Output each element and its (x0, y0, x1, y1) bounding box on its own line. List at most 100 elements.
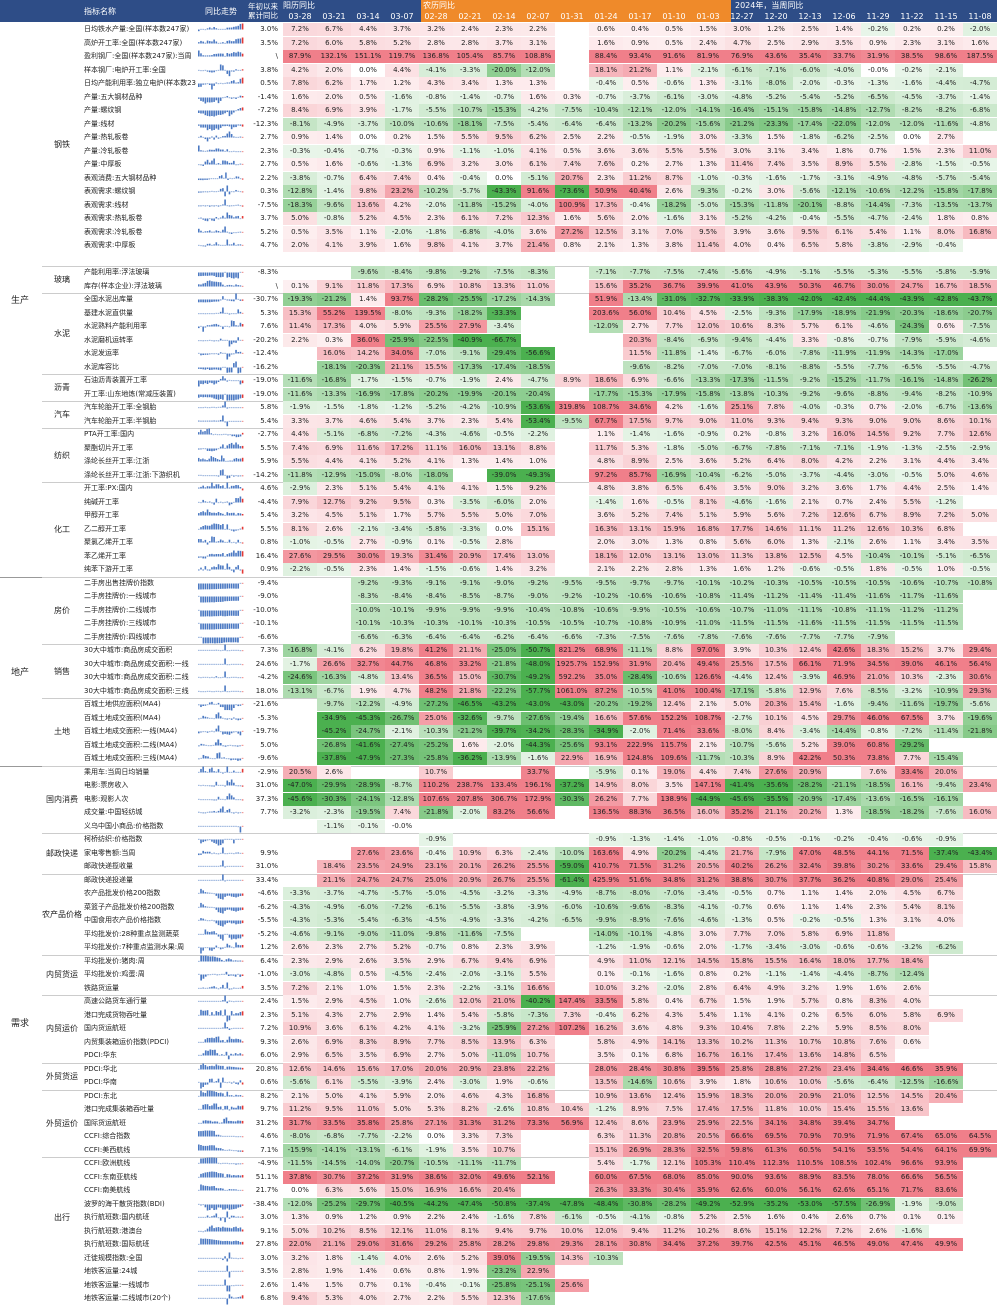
yoy-cell: 20.4% (929, 1089, 963, 1103)
yoy-cell: 1.2% (759, 563, 793, 576)
yoy-cell: -0.4% (453, 171, 487, 185)
yoy-cell: 19.3% (385, 549, 419, 563)
spark-bar (230, 244, 233, 246)
spark-bar (241, 650, 244, 652)
yoy-cell: -9.9% (589, 914, 623, 927)
yoy-cell: 33.6% (895, 860, 929, 873)
yoy-cell: 3.2% (419, 23, 453, 36)
yoy-cell: 1.6% (623, 495, 657, 509)
ytd-value: 6.4% (260, 956, 278, 965)
yoy-cell: 11.5% (623, 347, 657, 360)
yoy-cell: -17.1% (725, 684, 759, 698)
spark-bar (221, 637, 223, 643)
yoy-cell (929, 982, 963, 995)
indicator-name: 高炉开工率:全国(样本数247家) (84, 38, 183, 47)
ytd-value: 2.3% (260, 146, 278, 155)
spark-bar (226, 553, 229, 556)
yoy-cell: -9.8% (419, 266, 453, 279)
yoy-cell (487, 253, 521, 266)
yoy-cell: -4.5% (419, 914, 453, 927)
yoy-cell: -25.8% (487, 1278, 521, 1292)
trend-sparkline (198, 107, 244, 117)
yoy-cell: -1.4% (963, 90, 997, 104)
spark-bar (206, 243, 209, 246)
spark-bar (211, 1105, 213, 1110)
yoy-cell: 69.5% (759, 1130, 793, 1143)
spark-bar (206, 230, 209, 232)
yoy-cell: -4.4% (929, 77, 963, 90)
spark-bar (204, 892, 207, 894)
yoy-cell (623, 820, 657, 833)
spark-bar (217, 663, 220, 664)
yoy-cell: 1.1% (589, 428, 623, 441)
spark-bar (198, 1230, 200, 1231)
spark-bar (208, 272, 211, 276)
spark-bar (208, 97, 211, 102)
yoy-cell: -5.1% (793, 266, 827, 279)
yoy-cell: 8.6% (623, 1116, 657, 1130)
spark-bar (235, 1066, 237, 1069)
yoy-cell: -2.5% (929, 441, 963, 455)
spark-bar (241, 636, 244, 637)
spark-bar (204, 29, 207, 31)
spark-bar (208, 458, 210, 462)
yoy-cell: 11.1% (419, 441, 453, 455)
table-row: 30大中城市:商品房成交面积:一线 24.6% -1.7% 26.6% 32.7% 44.… (0, 657, 997, 671)
yoy-cell: -14.4% (827, 725, 861, 738)
yoy-cell: -6.2% (827, 131, 861, 144)
spark-bar (213, 272, 215, 276)
yoy-cell: -23.2% (487, 1265, 521, 1278)
spark-bar (202, 1082, 204, 1088)
yoy-cell: -11.5% (725, 617, 759, 630)
spark-bar (210, 745, 212, 746)
yoy-cell: 4.1% (351, 455, 385, 468)
yoy-cell: -7.6% (929, 806, 963, 819)
yoy-cell: -8.7% (589, 887, 623, 900)
table-row: 地铁客运量:二线城市(20个) 6.8% 9.4% 5.3% 4.0% 2.7% 2.2% 5… (0, 1292, 997, 1305)
yoy-cell: 0.7% (861, 401, 895, 414)
spark-bar (224, 541, 226, 543)
yoy-cell: 4.6% (453, 1089, 487, 1103)
table-row: 二手房出售挂牌价指数 -9.4% -9.2% -9.3% -9.1% -9.1% -9.0%… (0, 576, 997, 590)
yoy-cell: 14.3% (555, 1251, 589, 1265)
yoy-cell: -10.9% (963, 387, 997, 401)
spark-bar (198, 283, 200, 286)
spark-bar (219, 188, 222, 192)
spark-bar (237, 434, 240, 438)
spark-bar (228, 1000, 231, 1002)
yoy-cell: 66.1% (793, 657, 827, 671)
spark-bar (204, 191, 207, 193)
spark-bar (228, 934, 231, 938)
yoy-cell: 187.5% (963, 50, 997, 63)
spark-bar (222, 97, 224, 98)
yoy-cell: 0.5% (351, 90, 385, 104)
yoy-cell: 2.6% (317, 522, 351, 536)
spark-bar (217, 553, 220, 556)
yoy-cell: -4.6% (861, 320, 895, 333)
yoy-cell (929, 1049, 963, 1062)
yoy-cell: 196.1% (521, 779, 555, 792)
yoy-cell: 3.2% (453, 158, 487, 171)
table-row: PDCI:华南 0.6% -5.6% 6.1% -5.5% -3.9% 2.4% -3.0% 1… (0, 1076, 997, 1089)
table-row: 二手房挂牌价:一线城市 -9.0% -8.3% -8.4% -8.4% -8.5% -8.7… (0, 590, 997, 603)
spark-bar (233, 1001, 235, 1003)
spark-bar (213, 1103, 215, 1110)
spark-bar (241, 1270, 244, 1272)
yoy-cell: 22.2% (521, 1062, 555, 1076)
yoy-cell: 7.2% (793, 509, 827, 522)
spark-bar (198, 299, 200, 303)
yoy-cell: -1.2% (929, 495, 963, 509)
spark-bar (228, 945, 231, 948)
spark-bar (230, 367, 233, 372)
spark-bar (233, 136, 235, 138)
yoy-cell: -4.1% (419, 63, 453, 77)
table-row: 产量:螺纹钢 -7.2% 8.4% 6.9% 3.9% -1.7% -5.5% -10.7% -… (0, 104, 997, 117)
ytd-value: 4.6% (260, 484, 278, 492)
yoy-cell: -10.6% (691, 603, 725, 617)
spark-bar (215, 323, 218, 327)
trend-sparkline (198, 1211, 244, 1223)
yoy-cell: 1.9% (351, 684, 385, 698)
yoy-cell: -3.1% (827, 171, 861, 185)
yoy-cell: 1.4% (317, 131, 351, 144)
spark-bar (241, 1054, 244, 1056)
